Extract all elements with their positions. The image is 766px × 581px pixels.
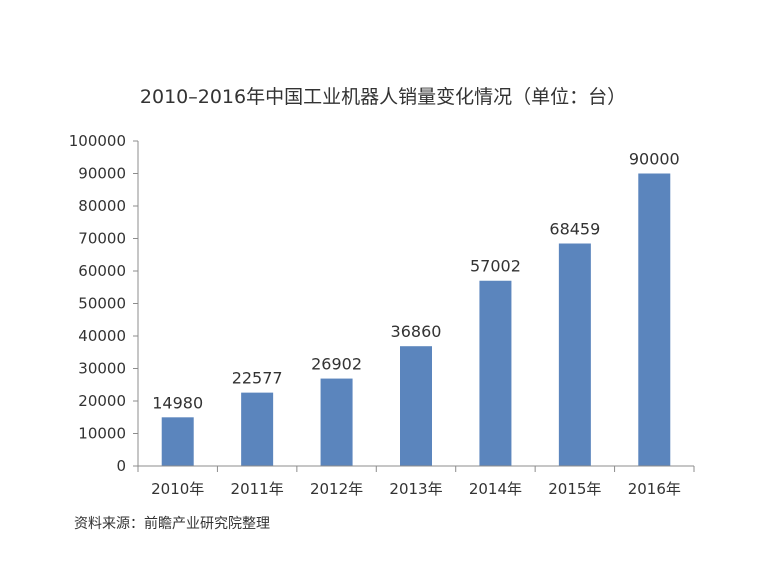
bar xyxy=(558,243,591,466)
chart-title: 2010–2016年中国工业机器人销量变化情况（单位：台） xyxy=(140,86,626,108)
bar xyxy=(241,392,274,466)
data-label: 90000 xyxy=(629,150,680,169)
x-tick-label: 2010年 xyxy=(151,480,204,498)
data-label: 36860 xyxy=(391,322,442,341)
y-tick-label: 30000 xyxy=(78,360,126,378)
y-tick-label: 80000 xyxy=(78,197,126,215)
bar xyxy=(400,346,432,466)
bar xyxy=(638,173,671,466)
y-tick-label: 70000 xyxy=(78,230,126,248)
data-label: 26902 xyxy=(311,355,362,374)
y-tick-label: 100000 xyxy=(69,132,126,150)
data-labels-group: 14980 22577 26902 36860 57002 68459 90000 xyxy=(152,150,679,413)
x-tick-label: 2012年 xyxy=(310,480,363,498)
y-tick-label: 10000 xyxy=(78,425,126,443)
y-axis: 0 10000 20000 30000 40000 50000 60000 70000 8000… xyxy=(69,132,139,475)
bars-group xyxy=(161,173,671,466)
x-axis: 2010年 2011年 2012年 2013年 2014年 2015年 2016年 xyxy=(137,465,695,498)
bar xyxy=(320,378,353,466)
data-label: 14980 xyxy=(152,393,203,412)
y-tick-label: 20000 xyxy=(78,392,126,410)
x-tick-label: 2016年 xyxy=(628,480,681,498)
data-label: 68459 xyxy=(549,220,600,239)
x-tick-label: 2014年 xyxy=(469,480,522,498)
data-label: 22577 xyxy=(232,369,283,388)
data-label: 57002 xyxy=(470,257,521,276)
y-tick-label: 40000 xyxy=(78,327,126,345)
y-tick-label: 90000 xyxy=(78,165,126,183)
bar xyxy=(161,417,194,466)
y-tick-label: 50000 xyxy=(78,295,126,313)
x-tick-label: 2015年 xyxy=(548,480,601,498)
x-tick-label: 2013年 xyxy=(389,480,442,498)
y-tick-label: 60000 xyxy=(78,262,126,280)
bar xyxy=(479,280,512,466)
x-tick-label: 2011年 xyxy=(231,480,284,498)
y-tick-label: 0 xyxy=(116,457,126,475)
source-note: 资料来源：前瞻产业研究院整理 xyxy=(74,515,270,532)
